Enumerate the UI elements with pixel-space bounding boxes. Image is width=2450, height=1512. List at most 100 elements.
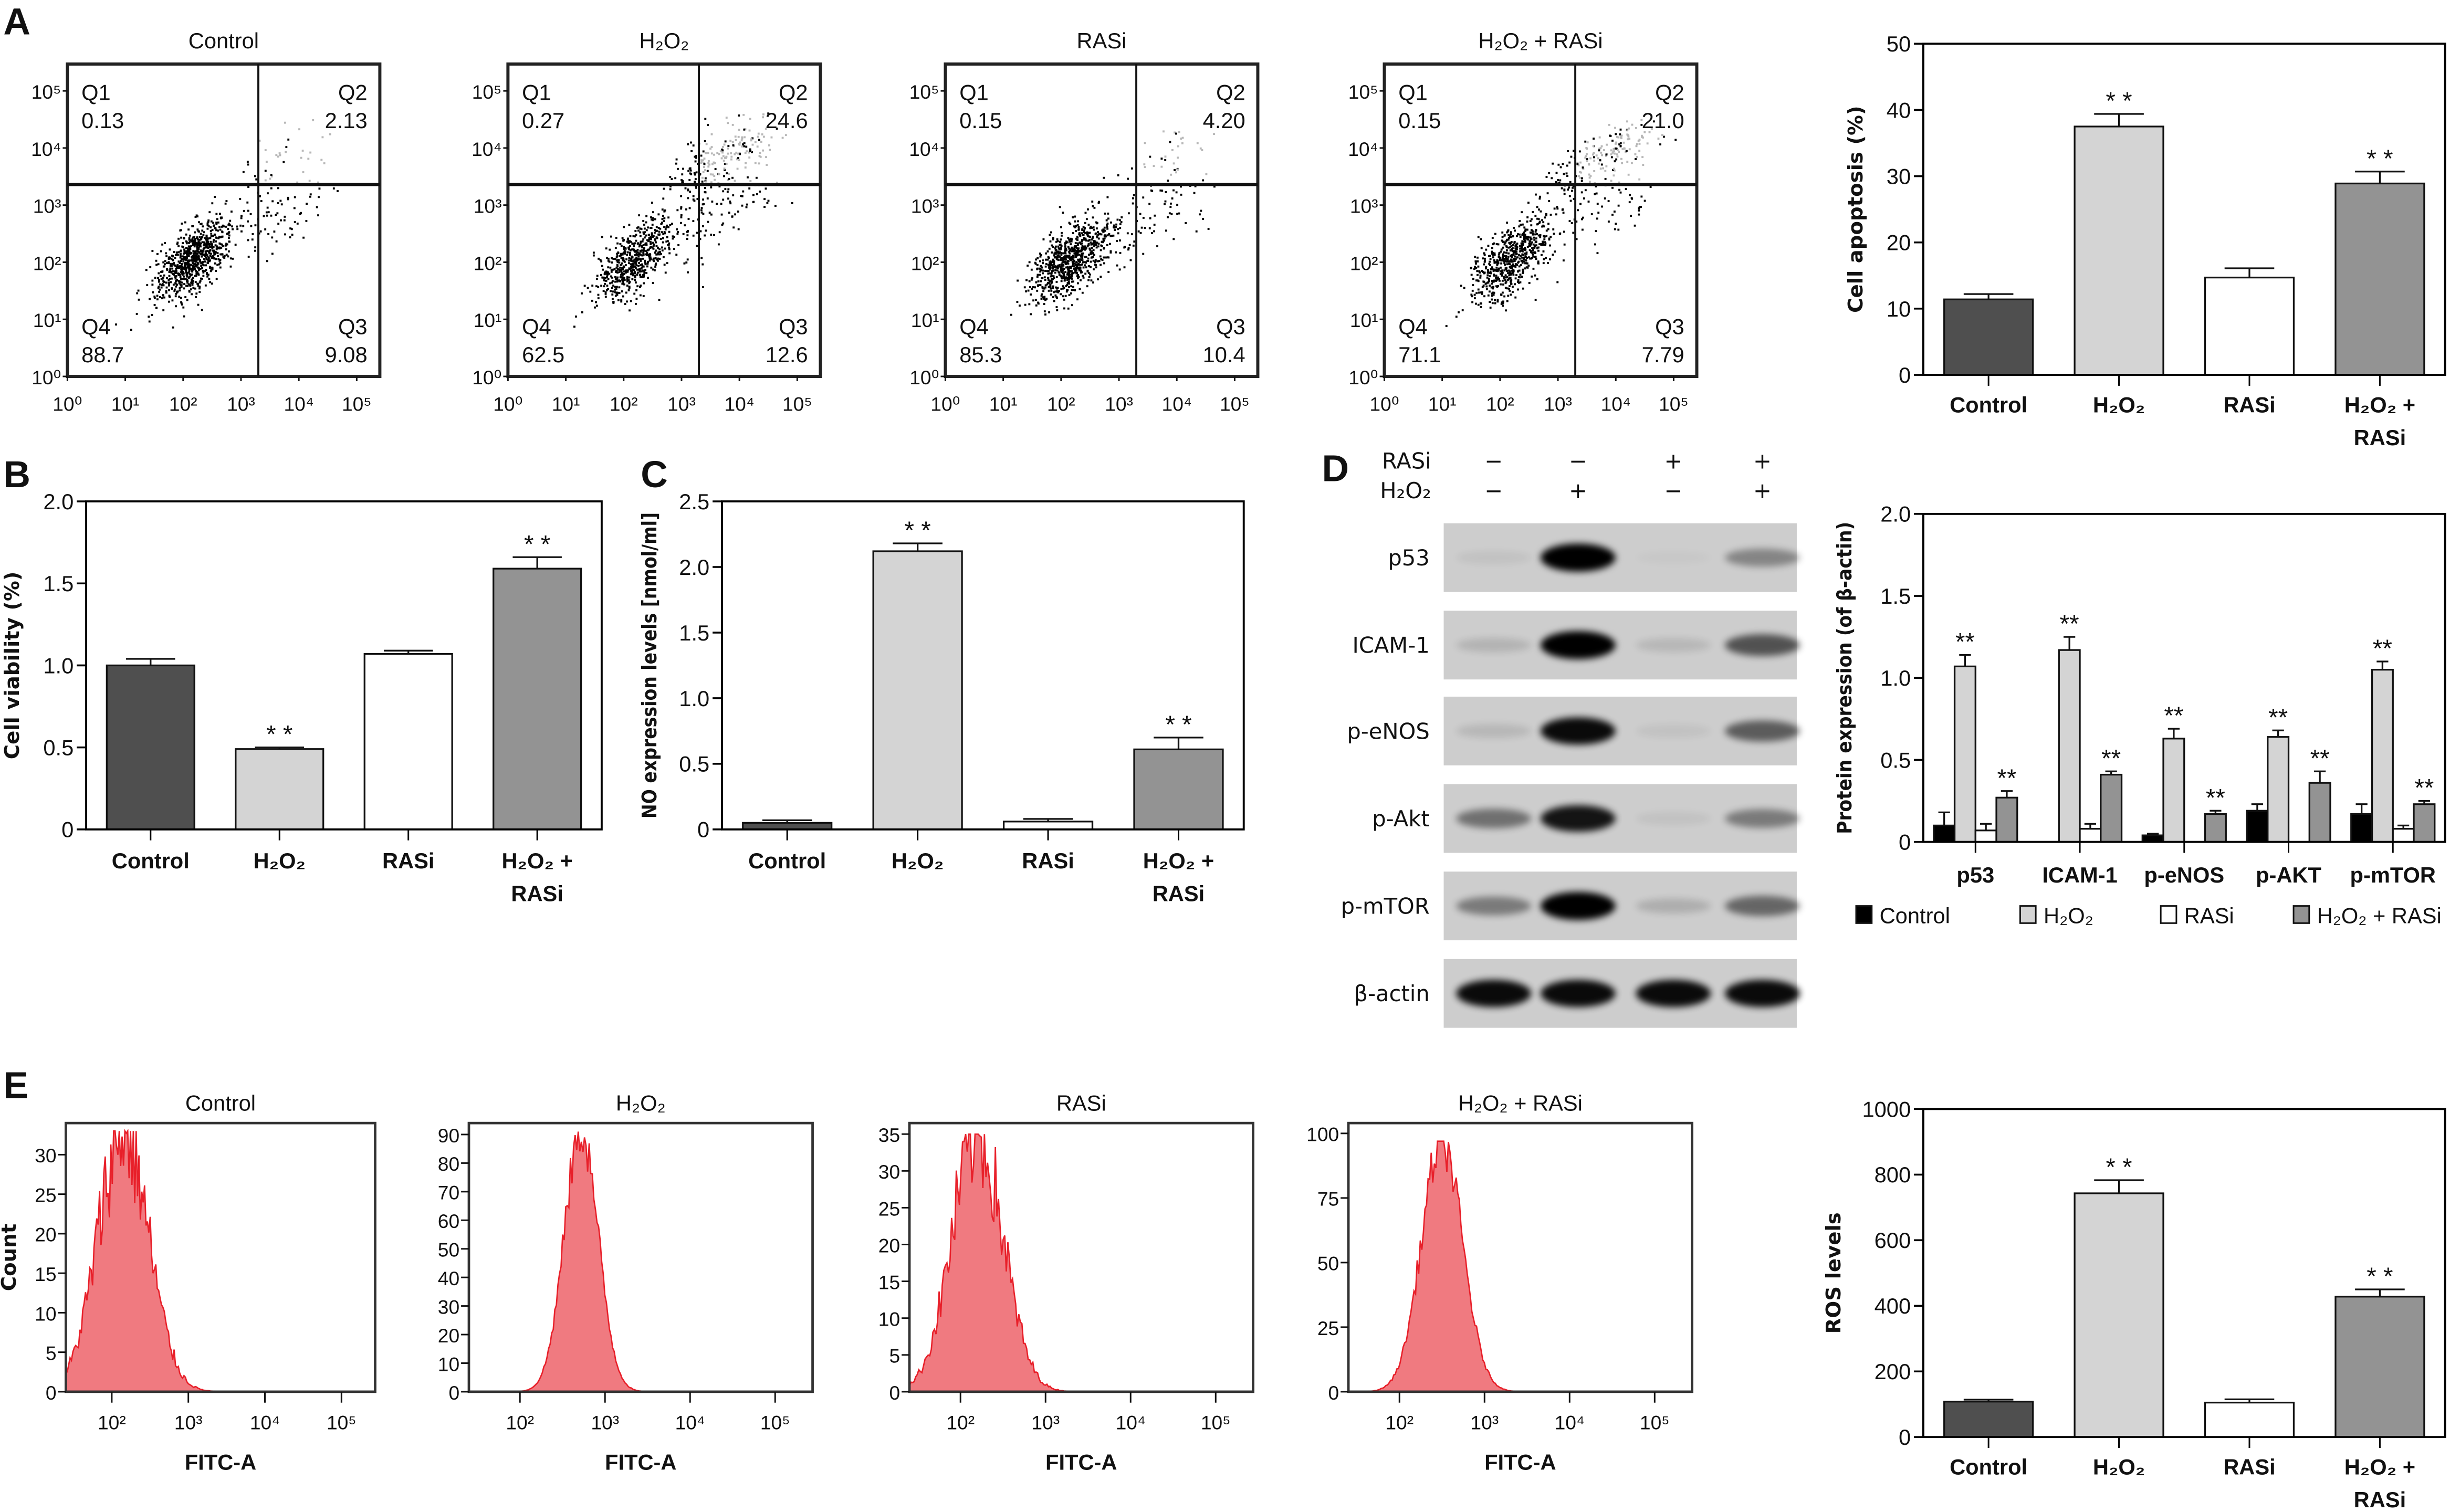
event-dot [744,128,747,131]
event-dot [1078,232,1081,234]
event-dot [1076,282,1079,285]
event-dot [171,267,174,270]
event-dot [155,307,158,309]
event-dot [194,281,197,284]
event-dot [643,275,645,278]
event-dot [1115,223,1118,226]
event-dot [180,255,182,258]
event-dot [1610,180,1613,182]
event-dot [216,264,219,266]
event-dot [1519,257,1521,260]
event-dot [169,277,171,280]
event-dot [1549,236,1552,238]
event-dot [1100,249,1102,251]
event-dot [658,230,661,233]
bar [2079,828,2102,843]
event-dot [754,141,757,143]
event-dot [206,261,209,264]
event-dot [205,245,208,247]
event-dot [159,275,162,277]
event-dot [1518,269,1521,272]
event-dot [1153,224,1156,226]
event-dot [172,270,174,272]
event-dot [703,158,706,160]
event-dot [1506,287,1509,290]
event-dot [1512,253,1515,255]
event-dot [1534,230,1537,233]
event-dot [615,259,618,262]
event-dot [1175,132,1177,135]
event-dot [214,244,217,247]
event-dot [1057,259,1060,261]
event-dot [1477,303,1480,306]
event-dot [606,285,609,287]
event-dot [1076,244,1079,246]
event-dot [168,271,171,274]
event-dot [791,202,793,204]
event-dot [662,215,664,217]
event-dot [1075,268,1078,270]
event-dot [1607,220,1610,223]
event-dot [174,295,177,298]
event-dot [1048,247,1051,250]
event-dot [634,281,637,284]
event-dot [686,258,689,261]
event-dot [174,277,177,280]
event-dot [702,150,705,153]
event-dot [1568,186,1570,189]
event-dot [620,253,622,255]
event-dot [179,261,181,264]
event-dot [208,259,211,261]
y-tick-label: 10² [474,252,502,274]
event-dot [621,290,623,292]
event-dot [1492,287,1494,290]
event-dot [696,232,698,234]
event-dot [1504,282,1507,285]
event-dot [1070,258,1072,260]
event-dot [611,287,613,289]
event-dot [1618,143,1621,145]
event-dot [194,239,196,242]
event-dot [637,229,640,232]
event-dot [1094,260,1097,262]
event-dot [1104,212,1106,215]
event-dot [611,293,614,296]
event-dot [1531,257,1533,259]
event-dot [1091,201,1094,203]
event-dot [1595,154,1598,157]
event-dot [1041,266,1043,269]
event-dot [1489,270,1492,273]
event-dot [600,285,603,287]
event-dot [741,137,744,140]
event-dot [247,239,249,242]
event-dot [1498,268,1500,270]
event-dot [1160,165,1163,168]
event-dot [1123,266,1126,269]
event-dot [1563,193,1566,195]
event-dot [1121,216,1123,218]
event-dot [1662,135,1665,138]
event-dot [1493,252,1496,255]
event-dot [1496,262,1499,265]
event-dot [1547,261,1549,264]
event-dot [1050,287,1052,290]
event-dot [618,286,621,289]
event-dot [1061,271,1063,274]
event-dot [1081,240,1083,243]
event-dot [737,152,740,155]
event-dot [734,213,737,216]
event-dot [750,139,752,142]
event-dot [625,269,627,272]
event-dot [1532,243,1535,246]
event-dot [1050,293,1052,296]
event-dot [1512,244,1514,246]
event-dot [197,240,200,243]
event-dot [183,256,185,258]
event-dot [1092,281,1094,284]
event-dot [1502,300,1504,303]
event-dot [641,249,643,252]
event-dot [1523,235,1525,238]
event-dot [1586,160,1588,162]
event-dot [203,264,205,267]
